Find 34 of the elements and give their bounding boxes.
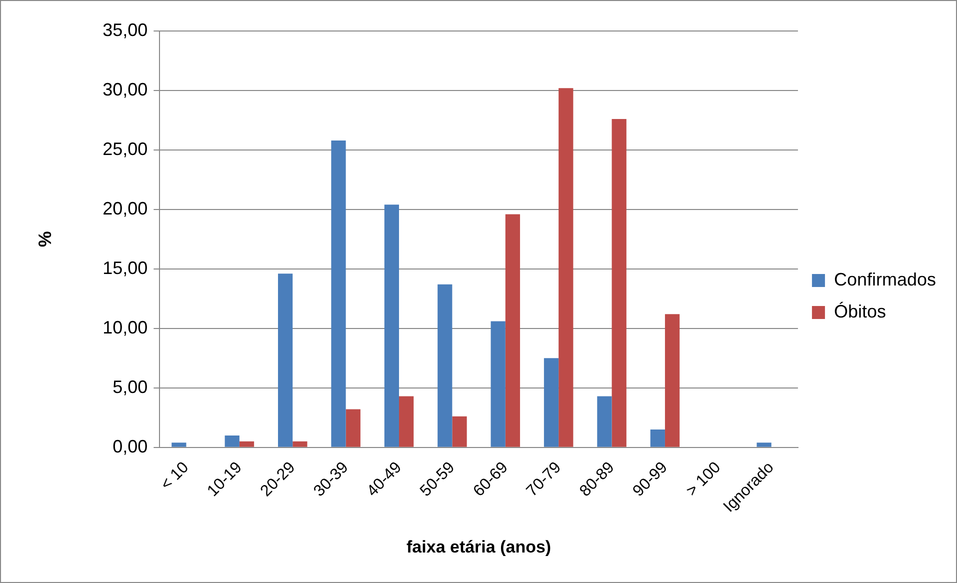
bar	[650, 430, 665, 447]
bar	[346, 409, 360, 447]
legend-label: Confirmados	[834, 269, 936, 290]
bar	[278, 274, 293, 447]
y-tick-label: 35,00	[102, 20, 148, 40]
y-axis-title: %	[34, 231, 55, 248]
x-tick-label: > 100	[683, 459, 724, 500]
y-tick-label: 30,00	[102, 79, 148, 100]
y-tick-label: 20,00	[102, 198, 148, 218]
bar	[490, 321, 506, 447]
bar	[558, 88, 574, 447]
bar	[597, 396, 612, 447]
bar	[664, 314, 680, 447]
bar	[384, 204, 400, 447]
x-tick-label: < 10	[158, 459, 192, 494]
bar	[224, 435, 240, 447]
y-tick-label: 5,00	[112, 376, 148, 397]
bar	[505, 214, 520, 447]
bar	[452, 416, 467, 447]
y-tick-label: 25,00	[102, 138, 148, 159]
bar	[331, 140, 346, 447]
bar	[239, 441, 254, 447]
bar	[544, 358, 559, 447]
bar	[399, 396, 414, 447]
bar	[612, 119, 626, 447]
bar	[438, 284, 452, 447]
x-axis-title: faixa etária (anos)	[406, 537, 552, 556]
bar	[292, 441, 308, 447]
y-tick-label: 0,00	[112, 436, 148, 456]
y-tick-label: 15,00	[102, 258, 148, 278]
legend-label: Óbitos	[834, 301, 886, 322]
bar	[172, 442, 186, 447]
bar	[756, 442, 772, 447]
y-tick-label: 10,00	[102, 317, 148, 338]
